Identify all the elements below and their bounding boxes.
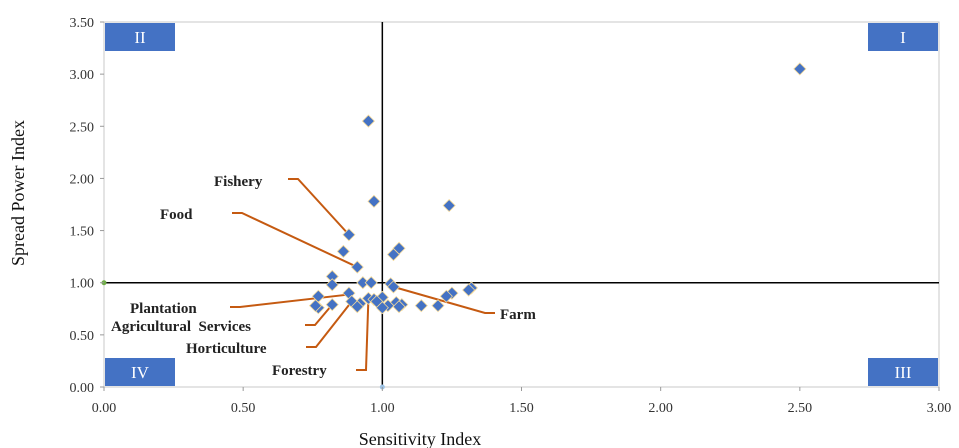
data-point	[350, 300, 364, 314]
y-tick-label: 3.50	[70, 16, 95, 31]
annotation-leader-line	[232, 212, 358, 268]
annotation-label: Forestry	[272, 363, 327, 379]
x-tick-label: 3.00	[927, 401, 952, 416]
data-point	[342, 228, 356, 242]
data-point	[336, 244, 350, 258]
x-tick-label: 0.50	[231, 401, 256, 416]
y-tick-label: 2.50	[70, 120, 95, 135]
data-point	[364, 276, 378, 290]
quadrant-label-II: II	[134, 28, 146, 47]
data-point	[375, 301, 389, 315]
data-point	[793, 62, 807, 76]
annotation-label: Plantation	[130, 301, 197, 317]
y-tick-label: 1.00	[70, 277, 95, 292]
x-tick-label: 0.00	[92, 401, 117, 416]
plot-frame	[103, 21, 940, 388]
data-point	[442, 198, 456, 213]
annotation-label: Farm	[500, 307, 536, 323]
data-point	[350, 260, 364, 274]
annotation-leader-line	[288, 178, 350, 236]
annotation-label: Agricultural Services	[111, 319, 251, 335]
y-tick-label: 3.00	[70, 68, 95, 83]
data-point	[308, 299, 323, 313]
data-point	[325, 278, 339, 292]
data-point	[462, 283, 476, 297]
y-tick-label: 2.00	[70, 172, 95, 187]
annotation-label: Horticulture	[186, 341, 267, 357]
annotation-leader-line	[356, 298, 370, 371]
y-tick-label: 0.00	[70, 381, 95, 396]
data-points	[308, 62, 807, 315]
quadrant-label-IV: IV	[131, 363, 150, 382]
annotation-labels: Fishery Food Plantation Agricultural Servic…	[111, 174, 536, 379]
annotation-leader-line	[393, 285, 495, 314]
y-axis-ticks: 0.00 0.50 1.00 1.50 2.00 2.50 3.00 3.50	[70, 16, 104, 396]
quadrant-label-III: III	[895, 363, 912, 382]
annotation-label: Food	[160, 207, 193, 223]
annotation-leaders	[230, 178, 495, 371]
y-axis-title: Spread Power Index	[8, 120, 28, 266]
annotation-label: Fishery	[214, 174, 263, 190]
quadrant-label-I: I	[900, 28, 906, 47]
reference-lines	[101, 22, 939, 390]
data-point	[361, 114, 375, 128]
x-axis-ticks: 0.00 0.50 1.00 1.50 2.00 2.50 3.00	[92, 387, 952, 416]
y-tick-label: 0.50	[70, 329, 95, 344]
annotation-leader-line	[305, 303, 333, 326]
y-tick-label: 1.50	[70, 225, 95, 240]
annotation-leader-line	[306, 300, 353, 348]
data-point	[367, 194, 381, 208]
data-point	[325, 298, 339, 312]
data-point	[431, 299, 445, 313]
x-tick-label: 2.00	[648, 401, 673, 416]
quadrant-box-III	[868, 358, 938, 386]
quadrant-box-I	[868, 23, 938, 51]
data-point	[386, 280, 401, 294]
x-tick-label: 1.00	[370, 401, 395, 416]
data-point	[392, 300, 406, 314]
data-point	[439, 289, 453, 303]
x-axis-title: Sensitivity Index	[359, 429, 482, 448]
data-point	[386, 247, 401, 262]
data-point	[414, 299, 428, 313]
quadrant-box-II	[105, 23, 175, 51]
x-tick-label: 1.50	[509, 401, 534, 416]
x-tick-label: 2.50	[788, 401, 813, 416]
plot-area	[103, 21, 940, 388]
quadrant-box-IV	[105, 358, 175, 386]
